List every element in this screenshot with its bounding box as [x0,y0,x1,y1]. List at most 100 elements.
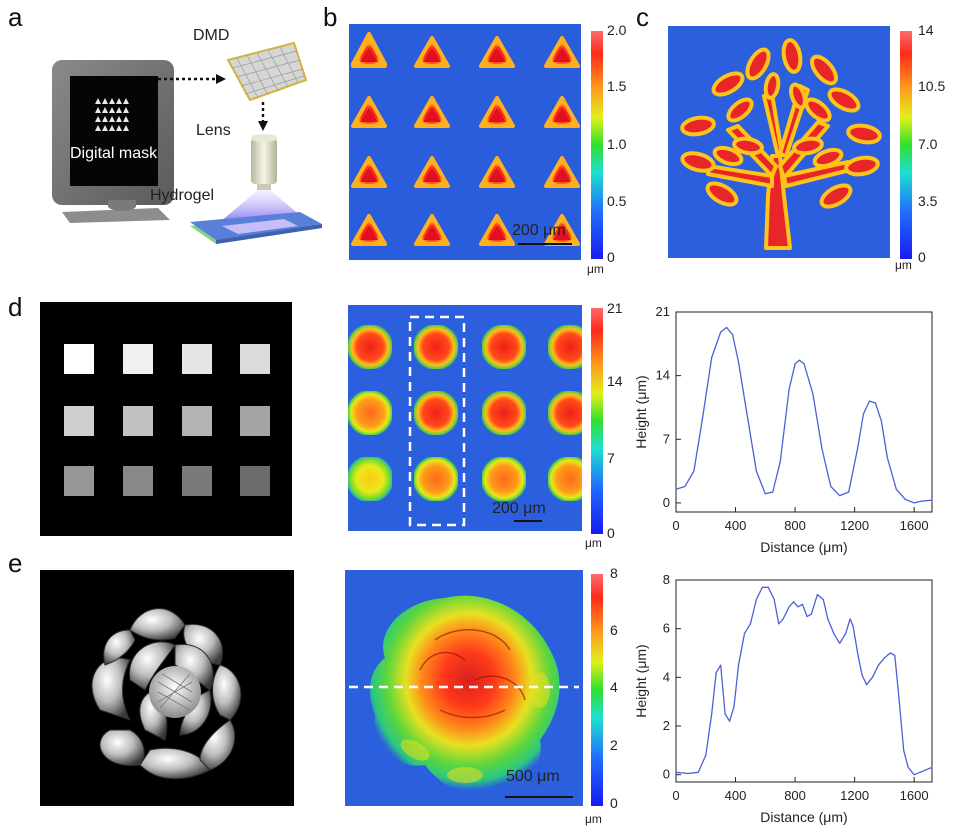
x-axis-label: Distance (μm) [760,809,847,825]
x-tick-label: 1200 [840,518,869,533]
x-axis-label: Distance (μm) [760,539,847,555]
profile-point [856,652,859,654]
profile-point [761,586,763,588]
scale-bar-label-e: 500 μm [506,768,560,785]
colorbar-b-tick: 2.0 [607,22,627,38]
profile-point [764,493,766,495]
y-tick-label: 0 [663,767,670,782]
profile-point [675,771,677,773]
profile-point [684,485,686,488]
profile-region-box [408,315,466,527]
profile-point [907,766,909,768]
colorbar-b-tick: 0.5 [607,193,627,209]
hydrogel-stage-icon [190,212,322,244]
profile-point [720,664,722,666]
profile-point [852,625,854,627]
profile-point [711,356,713,359]
y-tick-label: 6 [663,621,670,636]
colorbar-e-tick: 0 [610,795,618,811]
profile-point [773,598,775,601]
dmd-label: DMD [193,27,230,44]
y-tick-label: 21 [656,304,670,319]
profile-point [849,618,851,620]
profile-point [755,598,757,601]
colorbar-b-tick: 0 [607,249,615,265]
profile-point [675,488,677,490]
profile-point [871,676,874,678]
profile-point [856,447,859,449]
tree-height-map [668,26,890,258]
profile-point [830,485,832,488]
digital-mask-label: Digital mask [70,145,158,162]
scale-bar-b [518,243,572,245]
x-tick-label: 800 [784,518,806,533]
profile-point [803,363,805,365]
arrow-to-lens-icon [258,102,268,131]
colorbar-c-tick: 14 [918,22,934,38]
profile-point [821,447,823,449]
scale-bar-label-d: 200 μm [492,500,546,517]
profile-point [728,720,731,722]
profile-point [883,657,885,659]
profile-point [693,470,695,472]
colorbar-d-tick: 21 [607,300,623,316]
profile-point [903,749,905,751]
profile-point [925,769,927,771]
height-profile-line [675,586,933,776]
profile-point [792,601,795,603]
profile-point [880,420,882,422]
profile-point [797,606,799,608]
profile-point [827,618,829,620]
colorbar-e [591,574,603,806]
colorbar-c-tick: 7.0 [918,136,938,152]
height-profile-line [675,326,933,504]
keyboard-icon [62,200,170,223]
profile-point [894,654,896,657]
plot-frame [675,311,933,513]
profile-point [715,671,717,674]
dmd-icon [226,41,308,102]
profile-point [782,618,784,620]
colorbar-d [591,308,603,534]
profile-point [913,774,915,776]
profile-point [816,594,818,596]
x-tick-label: 0 [672,788,679,803]
x-tick-label: 400 [725,788,747,803]
profile-point [848,491,850,493]
scale-bar-d [514,520,542,522]
y-tick-label: 14 [656,368,670,383]
profile-point [705,754,707,756]
height-profile-chart-e: 0 400 800 1200 1600 0 2 4 6 8 Distance (μm) Height … [633,572,933,825]
profile-point [733,705,735,708]
grayscale-mask-image [40,302,292,536]
x-tick-label: 1600 [900,518,929,533]
profile-point [755,470,757,472]
profile-point [886,456,888,459]
y-tick-label: 8 [663,572,670,587]
scale-bar-label-b: 200 μm [512,222,566,239]
x-tick-label: 800 [784,788,806,803]
profile-point [874,402,877,404]
profile-point [806,615,808,618]
lens-icon [251,134,277,190]
colorbar-d-unit: μm [585,536,602,550]
panel-label-a: a [8,2,23,32]
profile-point [788,606,790,608]
profile-point [862,413,865,415]
profile-point [839,642,841,644]
y-tick-label: 0 [663,495,670,510]
profile-point [913,502,915,504]
colorbar-b-tick: 1.5 [607,78,627,94]
profile-point [794,363,796,365]
profile-point [788,388,790,390]
colorbar-e-tick: 2 [610,737,618,753]
colorbar-d-tick: 7 [607,450,615,466]
height-profile-chart-d: 0 400 800 1200 1600 0 7 14 21 Distance (μm) Height… [633,304,933,555]
profile-point [749,623,752,625]
profile-point [687,772,689,775]
x-tick-label: 0 [672,518,679,533]
profile-point [812,393,814,395]
y-axis-label: Height (μm) [633,644,649,717]
colorbar-e-tick: 6 [610,622,618,638]
profile-point [720,331,722,333]
